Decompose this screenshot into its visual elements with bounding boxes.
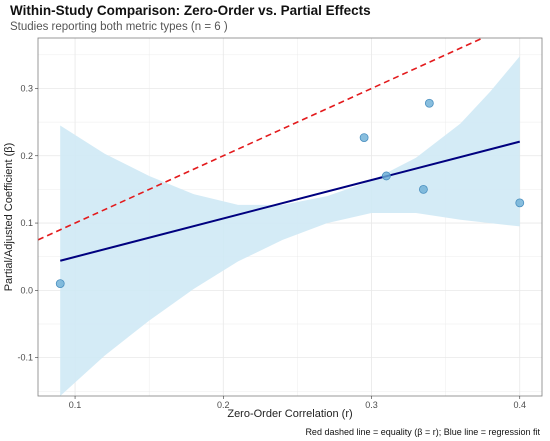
data-point-5 [424, 98, 434, 108]
x-tick-label: 0.3 [365, 400, 378, 410]
y-tick-label: 0.1 [20, 218, 33, 228]
data-point-1 [55, 279, 65, 289]
y-axis-ticks: -0.1 0.0 0.1 0.2 0.3 [17, 83, 38, 363]
equality-line [38, 38, 485, 241]
x-tick-label: 0.1 [69, 400, 82, 410]
y-tick-label: 0.3 [20, 83, 33, 93]
chart-title: Within-Study Comparison: Zero-Order vs. … [10, 3, 371, 18]
regression-line [59, 140, 521, 262]
x-tick-label: 0.2 [217, 400, 230, 410]
confidence-band [60, 56, 520, 396]
x-axis-ticks: 0.1 0.2 0.3 0.4 [69, 396, 526, 410]
plot-panel-border [37, 37, 543, 397]
y-tick-label: -0.1 [17, 353, 33, 363]
data-points [55, 98, 525, 289]
y-tick-label: 0.2 [20, 151, 33, 161]
chart-caption: Red dashed line = equality (β = r); Blue… [305, 427, 540, 437]
data-point-4 [419, 185, 428, 194]
x-axis-title: Zero-Order Correlation (r) [227, 408, 352, 420]
data-point-2 [359, 133, 369, 142]
y-tick-label: 0.0 [20, 285, 33, 295]
y-axis-title: Partial/Adjusted Coefficient (β) [3, 143, 15, 292]
data-point-6 [515, 198, 525, 208]
x-tick-label: 0.4 [514, 400, 527, 410]
chart-subtitle: Studies reporting both metric types (n =… [10, 21, 228, 33]
data-point-3 [381, 171, 391, 181]
